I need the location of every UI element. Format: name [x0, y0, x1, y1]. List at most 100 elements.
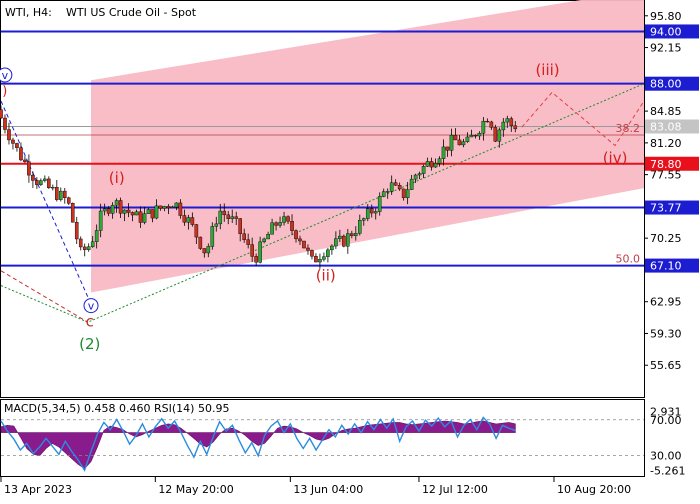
indicator-tick-label: 2.931	[650, 405, 682, 418]
projection-line	[0, 270, 89, 323]
candle-body	[401, 188, 406, 198]
candle-body	[186, 217, 191, 223]
candle-body	[505, 118, 510, 123]
wave-label: (i)	[109, 169, 125, 187]
candle-body	[262, 238, 266, 243]
candle-body	[306, 247, 310, 251]
candle-body	[425, 161, 430, 167]
level-badge-label: 83.08	[650, 121, 682, 134]
wave-label: (2)	[79, 335, 100, 353]
candle-body	[477, 132, 482, 137]
candle-body	[174, 202, 179, 208]
candle-body	[242, 233, 246, 240]
candle-body	[397, 185, 402, 190]
candle-body	[326, 249, 330, 257]
candle-body	[138, 211, 143, 223]
candle-body	[449, 135, 454, 151]
candle-body	[453, 135, 458, 141]
candle-body	[350, 233, 354, 236]
candle-body	[190, 217, 195, 225]
candle-body	[82, 246, 87, 250]
wave-label: (iii)	[535, 61, 559, 79]
candle-body	[377, 196, 382, 212]
candle-body	[286, 216, 290, 222]
x-tick-label: 12 May 20:00	[158, 483, 233, 496]
candle-body	[357, 219, 362, 234]
projection-line	[0, 100, 89, 298]
candle-body	[106, 208, 111, 214]
candle-body	[437, 158, 442, 164]
candle-body	[302, 240, 306, 249]
rsi-line	[0, 416, 516, 472]
indicator-tick-label: 70.00	[650, 414, 682, 427]
wave-circle-label: v	[88, 300, 95, 313]
price-channel	[91, 0, 644, 293]
candle-body	[489, 121, 494, 128]
level-badge	[645, 156, 699, 171]
candle-body	[15, 143, 19, 148]
candle-body	[3, 117, 7, 130]
candle-body	[334, 238, 338, 247]
candle-body	[178, 202, 183, 216]
candle-body	[202, 248, 207, 254]
candle-body	[310, 250, 314, 257]
x-tick-label: 12 Jul 12:00	[422, 483, 488, 496]
candle-body	[222, 210, 227, 216]
candle-body	[31, 174, 35, 181]
candle-body	[330, 245, 334, 251]
candle-body	[254, 256, 258, 263]
candle-body	[282, 216, 286, 223]
main-chart-layer: 38.2 50.0 (iii) (iv) (i) (ii) c (2) v v) 95.80 92.1…	[0, 0, 699, 372]
candle-body	[342, 235, 346, 247]
candle-body	[250, 244, 254, 257]
candle-body	[102, 208, 107, 212]
indicator-tick-label: 30.00	[650, 450, 682, 463]
candle-body	[74, 222, 79, 240]
candle-body	[469, 135, 474, 138]
candle-body	[7, 129, 11, 141]
candle-body	[58, 190, 63, 200]
projection-line	[521, 91, 645, 147]
candle-body	[441, 146, 446, 159]
candle-body	[290, 221, 294, 231]
indicator-tick-label: -5.261	[650, 465, 685, 478]
fibo-label: 50.0	[616, 253, 641, 266]
candle-body	[182, 215, 187, 223]
candle-body	[429, 161, 434, 168]
wave-circle	[83, 298, 99, 314]
candle-body	[86, 246, 91, 250]
wave-label: (ii)	[316, 266, 336, 284]
candle-body	[146, 209, 151, 214]
candle-body	[246, 239, 250, 245]
candle-body	[373, 211, 378, 214]
candle-body	[513, 125, 518, 130]
chart-instrument: WTI US Crude Oil - Spot	[66, 6, 197, 19]
candle-body	[385, 191, 390, 193]
candle-body	[238, 218, 242, 234]
candle-body	[47, 178, 51, 188]
candle-body	[318, 259, 322, 263]
candle-body	[509, 118, 514, 127]
candle-body	[35, 180, 39, 185]
level-badge	[645, 200, 699, 215]
y-tick-label: 84.85	[650, 105, 682, 118]
level-badge-label: 73.77	[650, 202, 682, 215]
candle-body	[266, 234, 270, 240]
indicator-title: MACD(5,34,5) 0.458 0.460 RSI(14) 50.95	[4, 402, 229, 415]
candle-body	[114, 200, 119, 206]
level-badge-label: 88.00	[650, 78, 682, 91]
candle-body	[338, 235, 342, 239]
candle-body	[298, 238, 302, 242]
y-tick-label: 70.25	[650, 232, 682, 245]
candle-body	[158, 205, 163, 209]
candle-body	[278, 222, 282, 226]
level-badge-label: 78.80	[650, 158, 682, 171]
wave-label: c	[86, 313, 94, 331]
candle-body	[369, 208, 374, 214]
candle-body	[354, 233, 358, 236]
x-tick-label: 13 Apr 2023	[4, 483, 72, 496]
y-tick-label: 95.80	[650, 10, 682, 23]
